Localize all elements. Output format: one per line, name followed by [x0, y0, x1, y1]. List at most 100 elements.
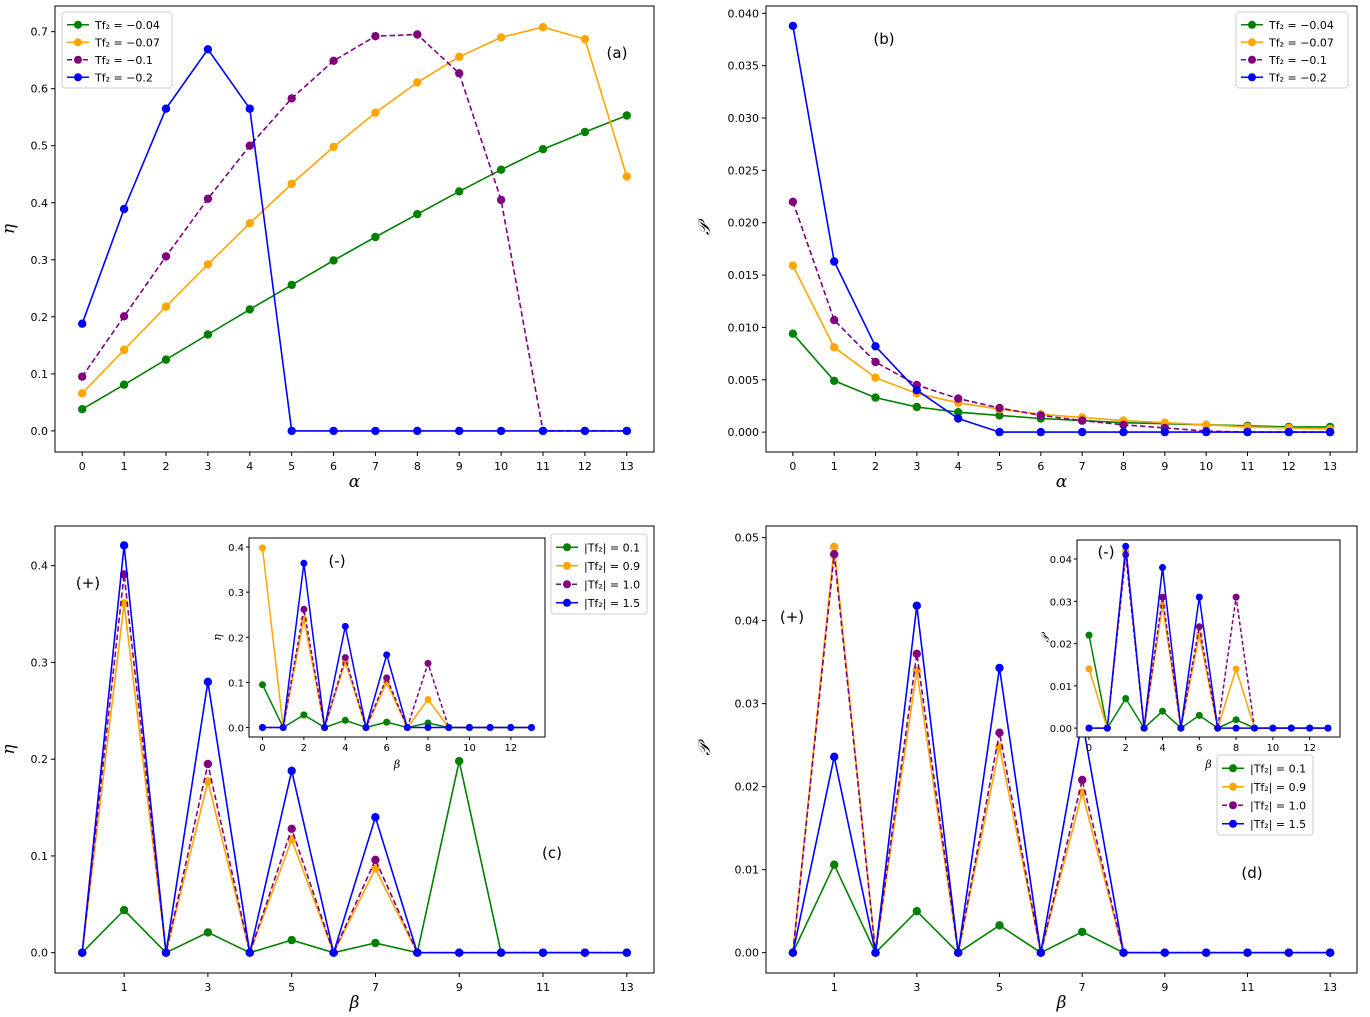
series-group: [78, 22, 631, 398]
data-point: [871, 357, 880, 367]
legend-swatch-marker: [74, 20, 82, 29]
data-point: [424, 724, 432, 731]
series-group: [78, 111, 631, 414]
data-point: [1140, 724, 1148, 732]
y-tick-label: 0.035: [728, 60, 760, 73]
legend-label: |Tf₂| = 1.0: [1250, 799, 1306, 812]
x-tick-label: 3: [204, 460, 211, 473]
y-tick-label: 0.3: [31, 254, 49, 267]
x-tick-label: 6: [383, 743, 389, 754]
x-tick-label: 6: [330, 460, 337, 473]
legend-label: Tf₂ = −0.1: [1268, 54, 1327, 67]
data-point: [1284, 427, 1294, 437]
x-tick-label: 11: [1240, 460, 1254, 473]
legend-swatch-marker: [74, 55, 82, 64]
data-point: [1122, 542, 1130, 550]
data-point: [1232, 724, 1240, 732]
data-point: [371, 938, 380, 948]
data-point: [1036, 411, 1046, 420]
data-point: [995, 427, 1004, 437]
data-point: [119, 905, 129, 915]
data-point: [203, 677, 213, 686]
data-point: [383, 674, 391, 682]
data-point: [1202, 948, 1211, 957]
series-line: [792, 201, 1331, 433]
y-tick-label: 0.1: [31, 368, 49, 381]
data-point: [78, 372, 87, 381]
legend-swatch-marker: [1248, 55, 1256, 64]
inset-annotation: (-): [328, 552, 345, 570]
data-point: [1119, 420, 1128, 429]
data-point: [1085, 724, 1093, 732]
y-tick-label: 0.00: [735, 947, 760, 960]
y-tick-label: 0.010: [728, 321, 760, 334]
inset-x-axis-label: β: [393, 758, 400, 771]
x-tick-label: 9: [1161, 981, 1168, 994]
data-point: [830, 376, 839, 385]
x-axis-label: α: [1056, 472, 1068, 492]
plot-frame: [1076, 539, 1341, 738]
x-tick-label: 1: [121, 981, 128, 994]
data-point: [1306, 724, 1314, 732]
data-point: [329, 256, 338, 265]
data-point: [830, 752, 839, 761]
x-tick-label: 7: [372, 981, 379, 994]
data-point: [1036, 948, 1046, 957]
data-point: [830, 315, 839, 325]
data-point: [287, 280, 296, 290]
y-tick-label: 0.000: [728, 426, 760, 439]
data-point: [300, 605, 308, 613]
data-point: [912, 601, 921, 610]
data-point: [245, 948, 254, 957]
data-point: [287, 426, 296, 436]
data-point: [1287, 724, 1295, 732]
sign-annotation: (+): [780, 608, 804, 626]
y-axis-label: 𝒫: [695, 739, 715, 756]
data-point: [995, 728, 1004, 737]
y-tick-label: 0.02: [735, 781, 760, 794]
x-tick-label: 13: [1323, 981, 1337, 994]
data-point: [119, 541, 129, 550]
x-tick-label: 4: [955, 460, 962, 473]
data-point: [1251, 724, 1258, 732]
x-tick-label: 13: [620, 460, 634, 473]
y-tick-label: 0.4: [31, 560, 49, 573]
data-point: [954, 414, 963, 423]
x-tick-label: 11: [536, 981, 550, 994]
data-point: [259, 724, 266, 731]
data-point: [455, 948, 464, 957]
x-tick-label: 4: [342, 743, 348, 754]
data-point: [413, 210, 422, 219]
series-group: [788, 21, 1335, 437]
data-point: [1232, 593, 1240, 601]
data-point: [1160, 427, 1170, 437]
data-point: [287, 94, 296, 103]
data-point: [455, 69, 464, 78]
data-point: [413, 30, 422, 39]
data-point: [871, 393, 880, 402]
data-point: [362, 724, 370, 731]
x-tick-label: 9: [1161, 460, 1168, 473]
data-point: [329, 142, 338, 152]
legend-swatch-marker: [74, 73, 82, 82]
data-point: [830, 550, 839, 559]
y-tick-label: 0.04: [1050, 555, 1072, 566]
x-tick-label: 12: [1282, 460, 1296, 473]
data-point: [161, 252, 171, 261]
legend-label: Tf₂ = −0.07: [94, 36, 160, 49]
x-axis-label: α: [349, 472, 361, 492]
x-tick-label: 10: [494, 460, 508, 473]
data-point: [329, 56, 338, 65]
legend-swatch-marker: [1248, 73, 1256, 82]
x-tick-label: 11: [536, 460, 550, 473]
data-point: [424, 659, 432, 667]
x-tick-label: 2: [301, 743, 307, 754]
x-tick-label: 5: [288, 460, 295, 473]
series-line: [81, 114, 628, 410]
data-point: [1243, 427, 1252, 437]
legend-swatch-marker: [1229, 782, 1237, 791]
data-point: [1214, 724, 1222, 732]
series-line: [81, 26, 628, 394]
data-point: [413, 426, 422, 436]
